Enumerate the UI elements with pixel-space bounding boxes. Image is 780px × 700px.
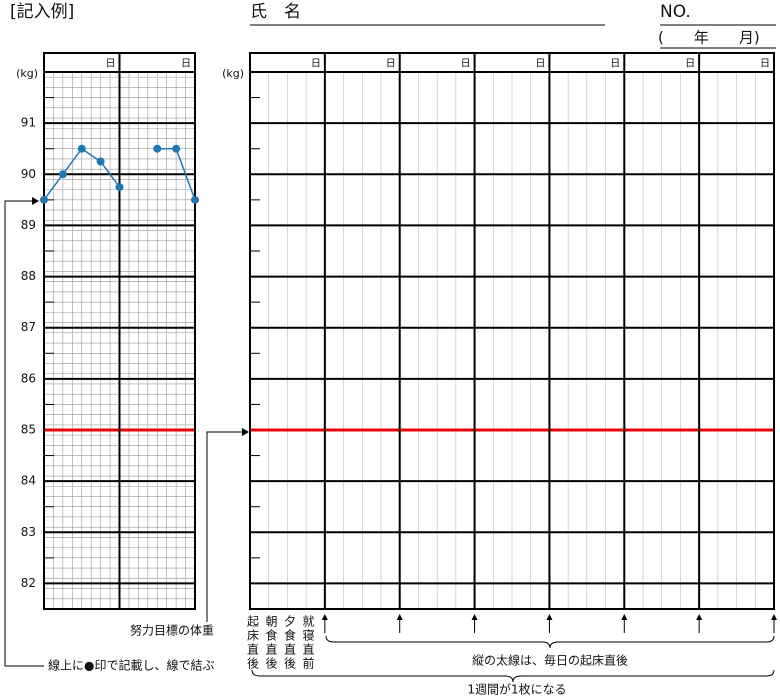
y-tick-label: 83 (21, 525, 36, 539)
y-tick-label: 82 (21, 576, 36, 590)
day-label: 日 (386, 59, 396, 70)
day-brace (325, 635, 775, 649)
day-label: 日 (311, 59, 321, 70)
point (96, 157, 105, 166)
frame (249, 52, 775, 610)
slot-label: 起床直後 (246, 615, 260, 671)
point (153, 144, 162, 153)
marking-pointer (4, 200, 44, 667)
slot-label: 朝食直後 (264, 615, 278, 671)
slot-label: 就寝直前 (301, 615, 315, 671)
arrow-head (471, 614, 478, 620)
y-tick-label: 86 (21, 371, 36, 385)
arrow-head (32, 197, 39, 205)
number-label: NO. (660, 2, 691, 22)
week-brace (251, 669, 775, 683)
day-label: 日 (106, 59, 116, 70)
arrow-head (396, 614, 403, 620)
point (77, 144, 86, 153)
day-label: 日 (610, 59, 620, 70)
arrow-head (546, 614, 553, 620)
example-label: [記入例] (10, 2, 74, 22)
slot-label: 夕食直後 (283, 615, 297, 671)
target-note: 努力目標の体重 (130, 623, 214, 638)
y-tick-label: 91 (21, 116, 36, 130)
point (172, 144, 181, 153)
marking-note: 線上に●印で記載し、線で結ぶ (48, 658, 214, 673)
day-label: 日 (461, 59, 471, 70)
arrow-head (242, 428, 249, 436)
period-label: ( 年 月) (658, 29, 760, 47)
point (115, 183, 124, 192)
y-tick-label: 87 (21, 320, 36, 334)
y-tick-label: 85 (21, 423, 36, 437)
y-tick-label: 90 (21, 167, 36, 181)
name-label: 氏 名 (250, 2, 301, 22)
y-label: (kg) (222, 67, 244, 80)
y-tick-label: 89 (21, 218, 36, 232)
y-tick-label: 88 (21, 269, 36, 283)
day-label: 日 (181, 59, 191, 70)
point (58, 170, 67, 179)
y-tick-label: 84 (21, 474, 36, 488)
arrow-head (621, 614, 628, 620)
point (40, 195, 48, 204)
day-label: 日 (535, 59, 545, 70)
arrow-head (321, 614, 328, 620)
day-label: 日 (685, 59, 695, 70)
day-label: 日 (760, 59, 770, 70)
arrow-head (696, 614, 703, 620)
week-note: 1週間が1枚になる (467, 682, 566, 697)
arrow-head (771, 614, 777, 620)
daily-line-note: 縦の太線は、毎日の起床直後 (472, 653, 628, 668)
y-label: (kg) (16, 67, 38, 80)
target-pointer (206, 431, 242, 622)
point (191, 195, 199, 204)
